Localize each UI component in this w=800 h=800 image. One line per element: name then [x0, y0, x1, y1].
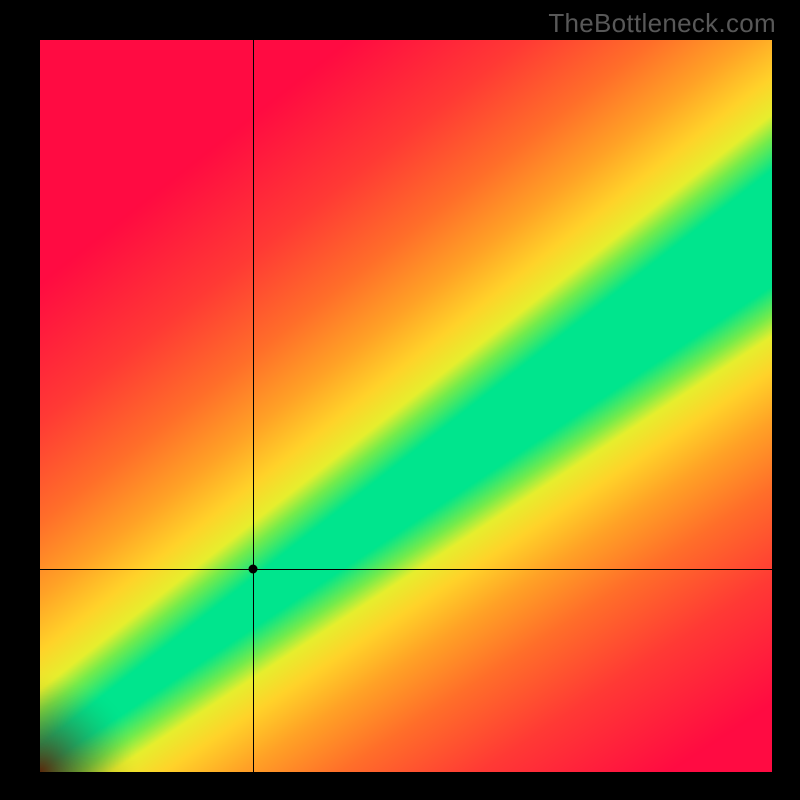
watermark-text: TheBottleneck.com — [548, 8, 776, 39]
plot-area — [40, 40, 772, 772]
heatmap-canvas — [40, 40, 772, 772]
crosshair-horizontal — [40, 569, 772, 570]
image-container: TheBottleneck.com — [0, 0, 800, 800]
crosshair-vertical — [253, 40, 254, 772]
data-point-marker — [249, 564, 258, 573]
